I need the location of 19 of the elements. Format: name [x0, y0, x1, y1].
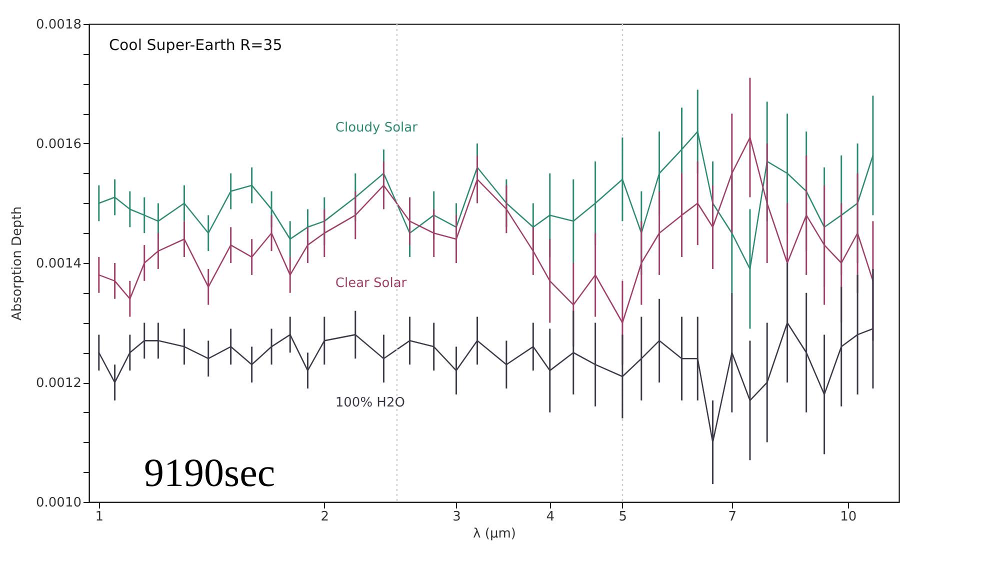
y-axis-title: Absorption Depth: [10, 206, 26, 321]
y-tick-label: 0.0016: [36, 137, 82, 152]
x-tick-label: 10: [840, 510, 857, 524]
text: Cloudy Solar: [335, 120, 418, 136]
text: 100% H2O: [335, 396, 405, 411]
text: Clear Solar: [335, 276, 408, 292]
annotation: 9190sec: [144, 450, 276, 495]
x-tick-label: 7: [728, 510, 737, 524]
y-tick-label: 0.0018: [36, 18, 82, 32]
y-tick-label: 0.0010: [36, 496, 82, 510]
x-tick-label: 2: [320, 510, 330, 524]
x-tick-label: 4: [546, 510, 555, 524]
x-tick-label: 1: [95, 510, 104, 524]
x-tick-label: 5: [618, 510, 628, 524]
y-tick-label: 0.0014: [36, 256, 82, 272]
text: Cool Super-Earth R=35: [109, 36, 282, 54]
y-tick-label: 0.0012: [36, 376, 82, 391]
x-axis-title: λ (µm): [473, 526, 516, 542]
x-tick-label: 3: [452, 510, 461, 524]
